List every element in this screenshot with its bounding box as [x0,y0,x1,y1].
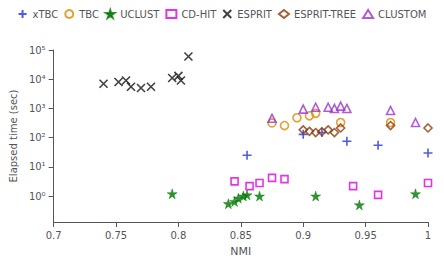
svg-text:0.75: 0.75 [105,230,127,241]
svg-text:1: 1 [425,230,431,241]
svg-text:TBC: TBC [78,9,99,20]
svg-text:10³: 10³ [29,103,46,114]
svg-text:UCLUST: UCLUST [120,9,160,20]
svg-text:NMI: NMI [230,245,251,258]
svg-text:ESPRIT: ESPRIT [237,9,273,20]
svg-text:10⁴: 10⁴ [29,74,46,85]
svg-text:10²: 10² [29,132,46,143]
svg-text:0.85: 0.85 [230,230,252,241]
svg-text:ESPRIT-TREE: ESPRIT-TREE [294,9,356,20]
svg-text:0.8: 0.8 [170,230,186,241]
svg-text:CLUSTOM: CLUSTOM [378,9,426,20]
svg-text:0.9: 0.9 [295,230,311,241]
svg-text:0.95: 0.95 [354,230,376,241]
svg-text:CD-HIT: CD-HIT [181,9,217,20]
svg-text:0.7: 0.7 [46,230,62,241]
svg-text:10⁵: 10⁵ [29,45,46,56]
svg-text:10⁰: 10⁰ [29,191,46,202]
svg-text:10¹: 10¹ [29,161,46,172]
svg-text:Elapsed time (sec): Elapsed time (sec) [8,89,19,182]
svg-text:xTBC: xTBC [33,9,59,20]
